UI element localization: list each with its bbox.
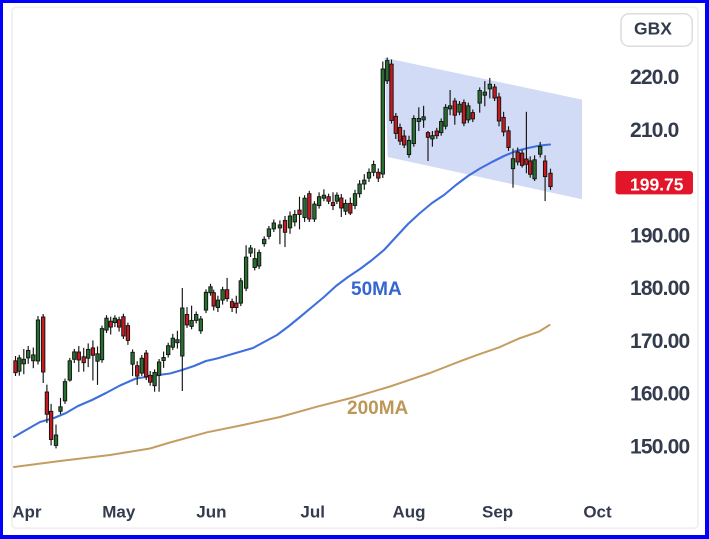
svg-text:Sep: Sep — [482, 502, 513, 521]
svg-text:150.00: 150.00 — [630, 436, 690, 459]
svg-text:Jun: Jun — [196, 502, 226, 521]
svg-text:Jul: Jul — [300, 502, 325, 521]
svg-text:Aug: Aug — [392, 502, 425, 521]
svg-text:180.00: 180.00 — [630, 277, 690, 300]
svg-text:Oct: Oct — [583, 502, 612, 521]
svg-text:50MA: 50MA — [351, 279, 402, 300]
svg-text:199.75: 199.75 — [630, 175, 684, 195]
svg-text:200MA: 200MA — [347, 398, 409, 419]
svg-text:220.0: 220.0 — [630, 66, 679, 89]
svg-text:170.00: 170.00 — [630, 330, 690, 353]
svg-text:May: May — [102, 502, 136, 521]
svg-text:Apr: Apr — [12, 502, 42, 521]
svg-text:210.0: 210.0 — [630, 119, 679, 142]
svg-text:GBX: GBX — [634, 19, 672, 39]
svg-text:190.00: 190.00 — [630, 224, 690, 247]
svg-text:160.00: 160.00 — [630, 383, 690, 406]
